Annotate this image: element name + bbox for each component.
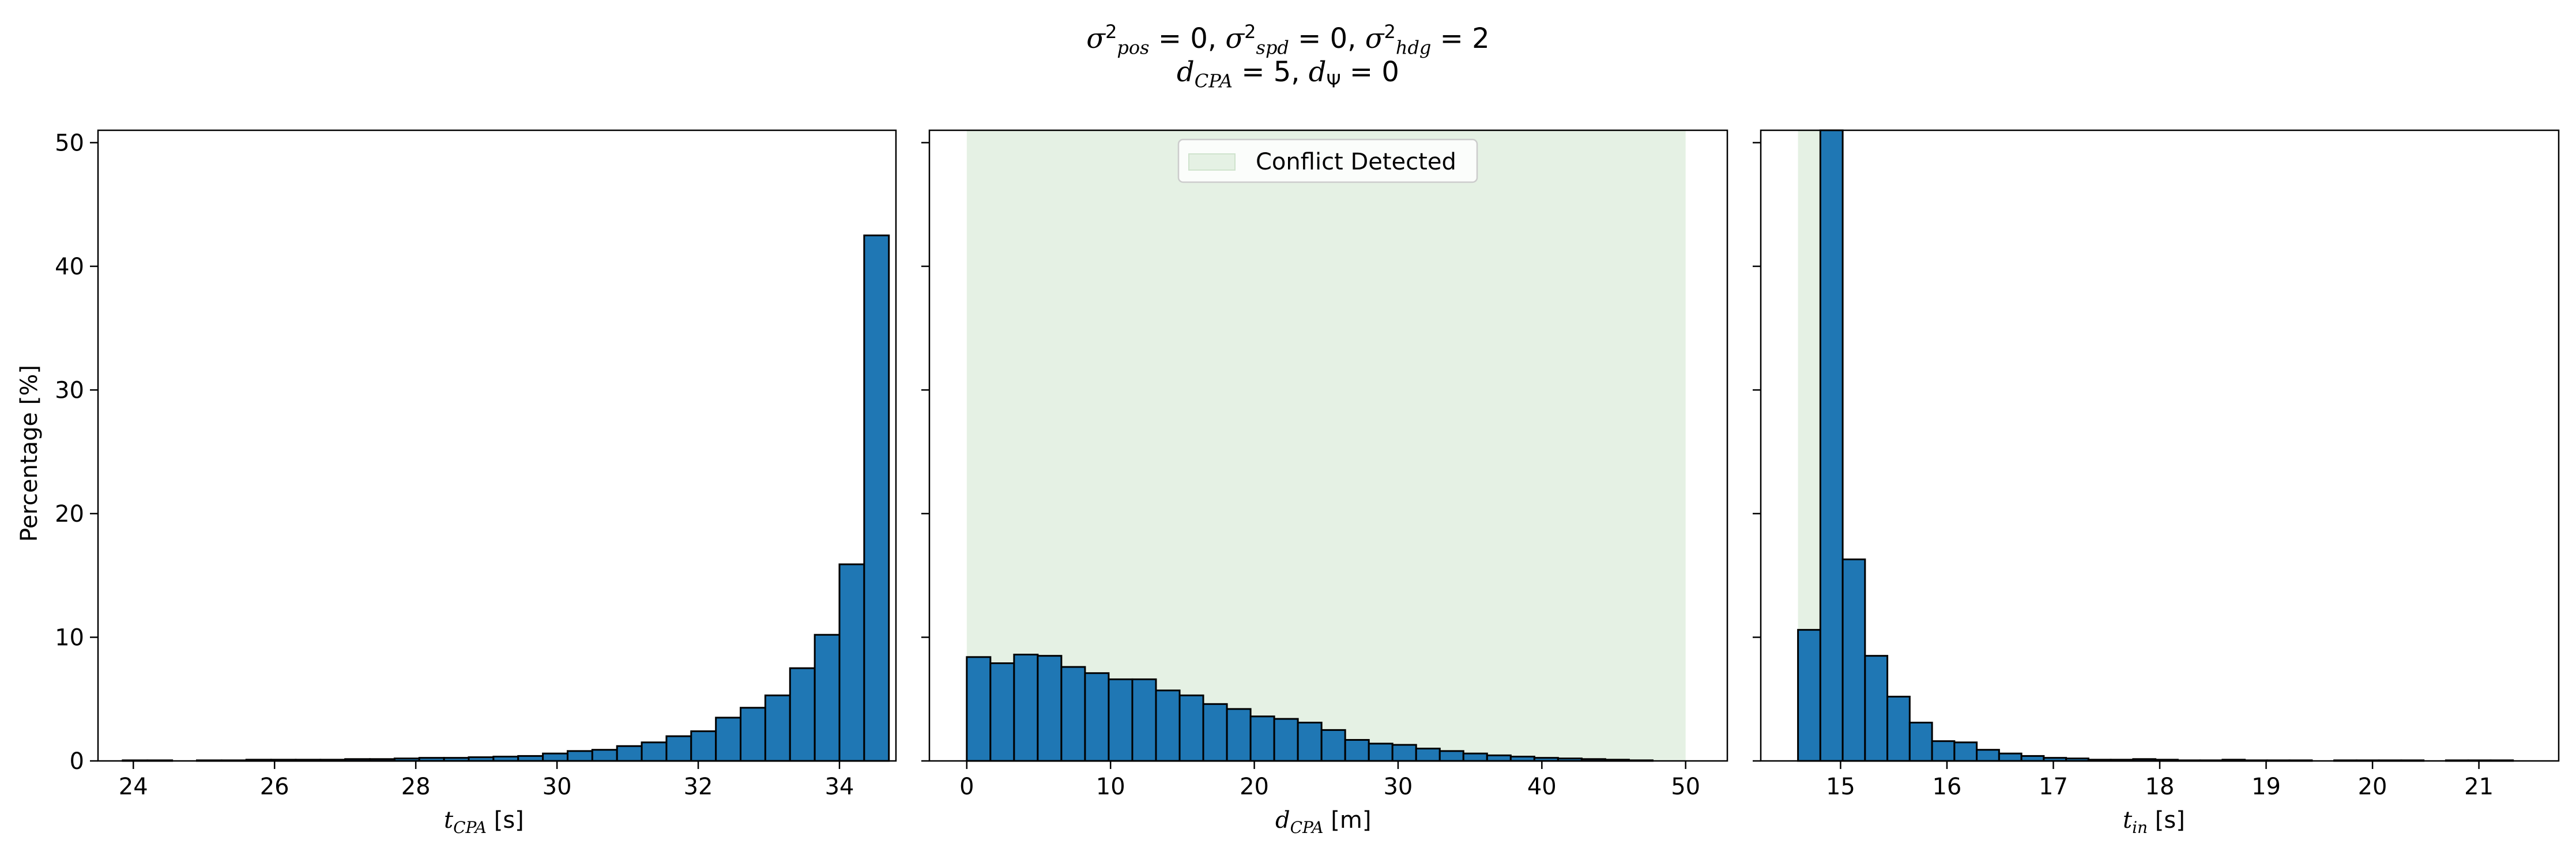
x-tick-label: 20 [1240,774,1269,800]
histogram-bar [1841,558,1866,762]
x-tick-label: 18 [2145,774,2175,800]
histogram-bar [542,752,568,762]
histogram-bar [1391,744,1417,762]
xlabel-tcpa: tCPA [s] [444,807,524,837]
x-tick-label: 30 [543,774,572,800]
histogram-bar [740,707,766,762]
histogram-bar [1297,722,1323,762]
histogram-bar [1131,678,1157,762]
histogram-bar [715,717,742,762]
axes-frame-2 [928,129,1728,762]
histogram-bar [1931,740,1956,762]
y-tick-label: 20 [55,501,84,527]
xlabel-tin: tin [s] [2123,807,2185,837]
histogram-bar [1037,655,1063,762]
histogram-bar [1344,739,1370,762]
x-tick-label: 24 [119,774,148,800]
histogram-bar [591,749,618,762]
y-tick-label: 0 [70,748,84,775]
x-tick-label: 32 [684,774,713,800]
conflict-region-2 [966,130,1686,761]
ylabel-left: Percentage [%] [16,365,43,542]
histogram-bar [1060,666,1086,762]
x-tick-label: 16 [1932,774,1961,800]
histogram-bar [616,745,643,762]
histogram-bar [1976,749,2000,762]
histogram-bar [566,750,593,762]
y-tick-label: 40 [55,254,84,280]
x-tick-label: 10 [1096,774,1125,800]
y-tick-label: 30 [55,377,84,404]
histogram-bar [838,563,865,762]
figure-title-line1: σ2pos = 0, σ2spd = 0, σ2hdg = 2 [1086,21,1490,59]
xlabel-dcpa: dCPA [m] [1275,807,1372,837]
histogram-bar [1249,715,1275,762]
histogram-bar [1368,742,1394,762]
histogram-bar [789,667,816,762]
histogram-bar [1886,695,1911,762]
x-tick-label: 19 [2251,774,2281,800]
histogram-bar [1084,672,1110,762]
histogram-bar [1998,752,2023,762]
y-tick-label: 10 [55,624,84,651]
histogram-bar [1226,708,1252,762]
histogram-bar [665,735,692,762]
x-tick-label: 40 [1527,774,1557,800]
histogram-bar [1202,703,1228,762]
histogram-bar [690,730,717,762]
histogram-bar [966,656,992,762]
histogram-bar [1819,129,1844,762]
x-tick-label: 34 [825,774,854,800]
histogram-bar [1438,750,1464,762]
x-tick-label: 17 [2039,774,2068,800]
histogram-bar [1797,629,1821,762]
histogram-bar [1864,655,1889,762]
histogram-bar [2020,755,2045,762]
y-tick-label: 50 [55,130,84,156]
histogram-bar [814,634,841,762]
histogram-bar [1486,754,1512,762]
histogram-bar [1908,722,1933,762]
x-tick-label: 20 [2358,774,2387,800]
histogram-bar [1155,689,1181,762]
histogram-bar [1320,729,1346,762]
x-tick-label: 30 [1383,774,1413,800]
x-tick-label: 26 [260,774,289,800]
legend-swatch [1188,153,1236,171]
histogram-bar [517,755,544,762]
histogram-bar [863,234,890,762]
histogram-bar [1273,718,1299,762]
histogram-bar [764,694,791,762]
histogram-bar [641,741,668,762]
axes-frame-1 [97,129,897,762]
histogram-bar [1462,752,1488,762]
x-tick-label: 21 [2464,774,2494,800]
histogram-bar [1415,748,1441,762]
x-tick-label: 15 [1826,774,1855,800]
histogram-bar [1178,694,1204,762]
legend-label: Conflict Detected [1256,149,1456,175]
histogram-bar [1013,654,1039,762]
x-tick-label: 28 [401,774,431,800]
histogram-bar [1953,741,1978,762]
x-tick-label: 50 [1671,774,1700,800]
figure-title-line2: dCPA = 5, dΨ = 0 [1177,56,1399,92]
histogram-bar [1108,678,1133,762]
x-tick-label: 0 [959,774,974,800]
legend-box [1177,138,1478,183]
histogram-bar [989,662,1015,762]
